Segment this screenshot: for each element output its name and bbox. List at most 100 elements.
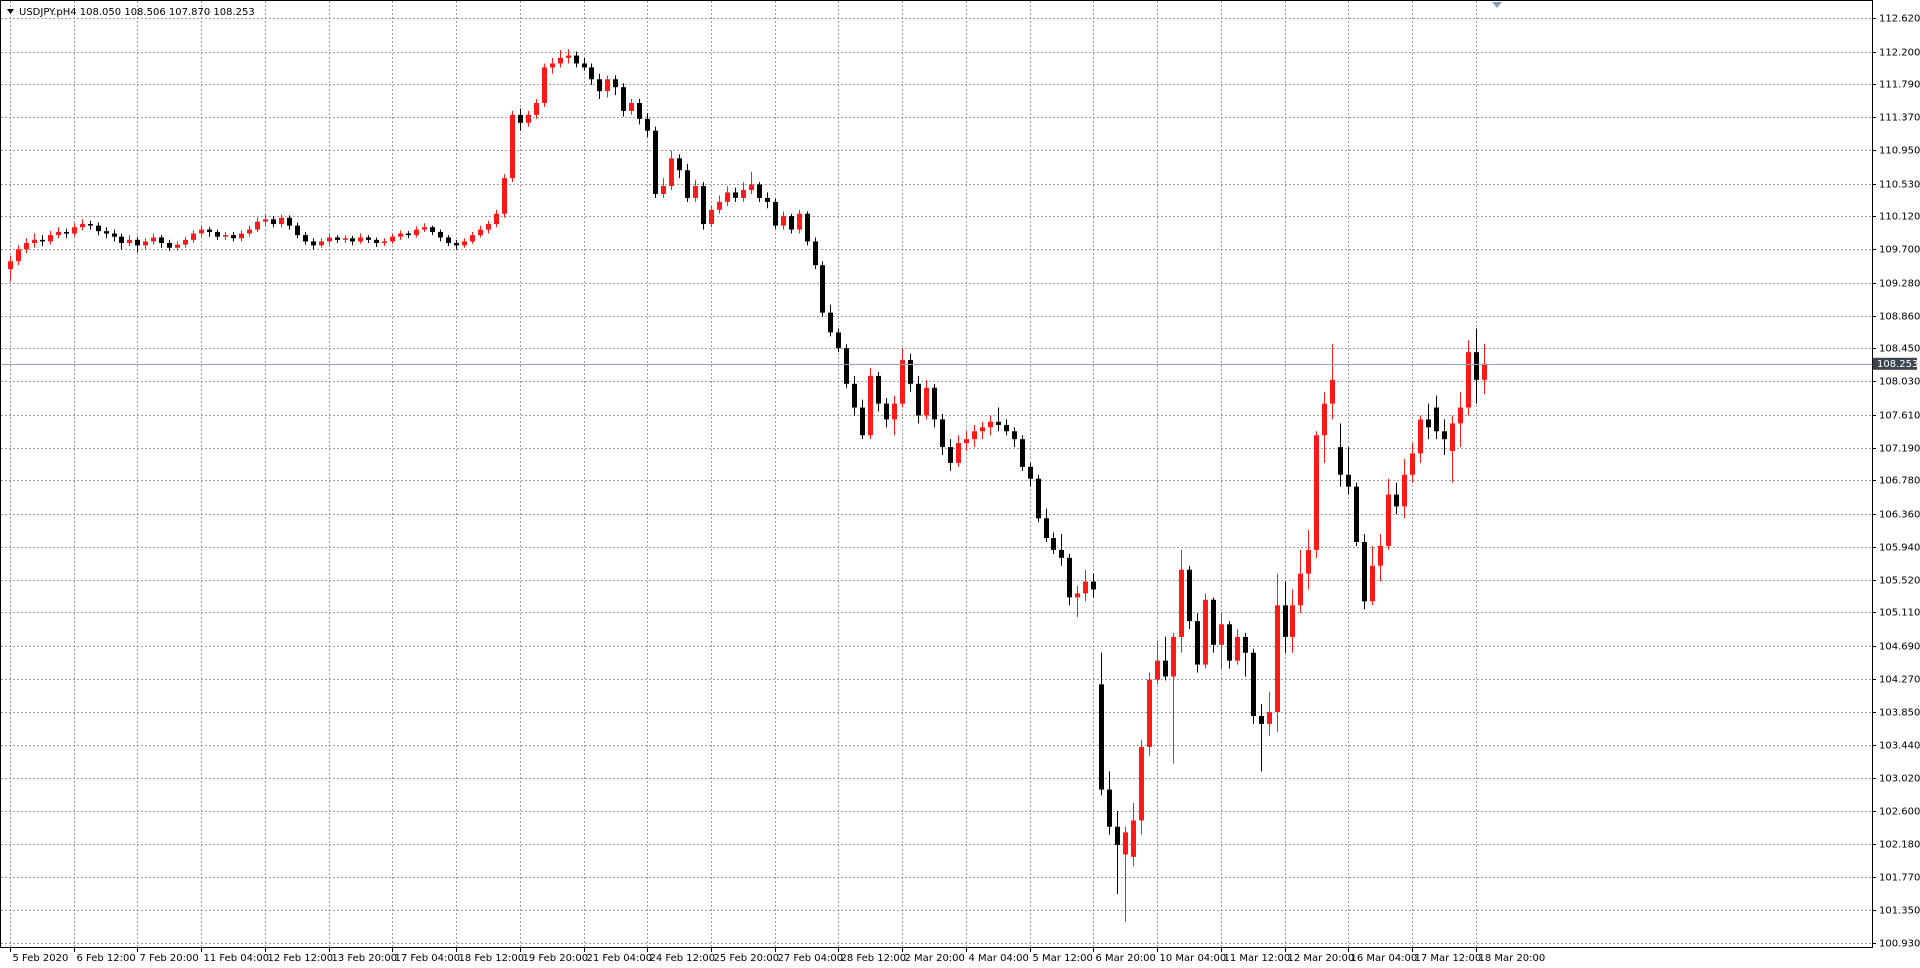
candle-body — [486, 224, 491, 230]
candle-body — [1314, 435, 1319, 550]
candle-body — [1402, 474, 1407, 507]
candle-body — [1044, 518, 1049, 539]
y-tick-label: 103.440 — [1879, 741, 1920, 752]
x-tick-label: 13 Feb 20:00 — [332, 953, 398, 964]
candle-body — [1235, 636, 1240, 661]
candle-body — [510, 114, 515, 179]
candle-body — [1474, 352, 1479, 380]
candle-body — [1243, 636, 1248, 653]
candle-body — [765, 197, 770, 202]
candle-body — [207, 229, 212, 232]
candle-body — [1067, 557, 1072, 598]
candle-body — [231, 235, 236, 239]
candle-body — [327, 237, 332, 242]
candle-body — [1290, 605, 1295, 637]
x-tick-label: 27 Feb 04:00 — [778, 953, 844, 964]
x-tick-label: 16 Mar 04:00 — [1351, 953, 1418, 964]
candle-body — [566, 55, 571, 58]
y-tick-label: 104.690 — [1879, 642, 1920, 653]
y-tick-label: 103.020 — [1879, 774, 1920, 785]
y-tick-label: 107.610 — [1879, 411, 1920, 422]
x-tick-label: 17 Feb 04:00 — [395, 953, 461, 964]
candle-body — [1434, 407, 1439, 432]
candle-body — [597, 79, 602, 92]
candle-body — [582, 63, 587, 68]
candle-body — [518, 114, 523, 123]
candle-body — [1338, 447, 1343, 475]
y-tick-label: 110.530 — [1879, 180, 1920, 191]
candle-body — [24, 243, 29, 250]
candle-body — [263, 219, 268, 222]
candle-body — [1442, 431, 1447, 440]
candle-body — [613, 79, 618, 88]
y-tick-label: 102.600 — [1879, 807, 1920, 818]
candle-body — [438, 231, 443, 238]
candle-body — [32, 239, 37, 244]
candle-body — [1131, 820, 1136, 857]
candle-body — [16, 249, 21, 262]
candle-body — [350, 238, 355, 242]
candle-body — [1306, 549, 1311, 574]
candle-body — [72, 227, 77, 234]
candle-body — [972, 431, 977, 440]
candle-body — [127, 239, 132, 244]
candle-body — [542, 67, 547, 104]
last-price-label: 108.253 — [1877, 359, 1918, 370]
x-tick-label: 24 Feb 12:00 — [650, 953, 716, 964]
candle-body — [119, 236, 124, 244]
candle-body — [104, 231, 109, 234]
candle-body — [725, 192, 730, 202]
candle-body — [112, 233, 117, 237]
candle-body — [398, 233, 403, 237]
y-tick-label: 109.280 — [1879, 279, 1920, 290]
y-tick-label: 107.190 — [1879, 444, 1920, 455]
candle-body — [454, 243, 459, 246]
y-tick-label: 110.950 — [1879, 146, 1920, 157]
candle-body — [1482, 363, 1487, 380]
y-tick-label: 106.780 — [1879, 476, 1920, 487]
candle-body — [64, 231, 69, 234]
candle-body — [1004, 424, 1009, 432]
candle-body — [1203, 599, 1208, 665]
y-tick-label: 104.270 — [1879, 675, 1920, 686]
candle-body — [988, 421, 993, 428]
candle-body — [1330, 379, 1335, 404]
candle-body — [621, 87, 626, 111]
candle-body — [956, 443, 961, 463]
candle-body — [996, 421, 1001, 425]
candle-body — [1059, 549, 1064, 558]
x-tick-label: 5 Mar 12:00 — [1033, 953, 1093, 964]
candle-body — [685, 170, 690, 198]
candle-body — [980, 427, 985, 432]
candle-body — [143, 241, 148, 246]
candle-body — [876, 375, 881, 404]
candle-body — [1163, 660, 1168, 677]
candle-body — [470, 235, 475, 242]
candle-body — [1187, 569, 1192, 622]
candle-body — [852, 383, 857, 408]
candle-body — [574, 55, 579, 64]
candle-body — [1259, 716, 1264, 724]
candle-body — [96, 225, 101, 232]
candle-body — [908, 360, 913, 384]
y-tick-label: 108.860 — [1879, 312, 1920, 323]
candle-body — [892, 403, 897, 420]
candle-body — [335, 237, 340, 240]
candle-body — [1211, 599, 1216, 645]
candle-body — [645, 118, 650, 131]
candle-body — [884, 403, 889, 420]
candle-body — [757, 184, 762, 198]
candle-body — [446, 237, 451, 244]
x-tick-label: 7 Feb 20:00 — [140, 953, 199, 964]
candle-body — [382, 241, 387, 244]
candle-body — [661, 186, 666, 194]
candle-body — [836, 332, 841, 349]
candle-body — [462, 241, 467, 246]
candle-body — [295, 225, 300, 236]
candle-body — [1410, 453, 1415, 475]
candle-body — [1322, 403, 1327, 436]
candle-body — [605, 79, 610, 92]
candle-body — [717, 201, 722, 210]
x-tick-label: 6 Mar 20:00 — [1096, 953, 1156, 964]
